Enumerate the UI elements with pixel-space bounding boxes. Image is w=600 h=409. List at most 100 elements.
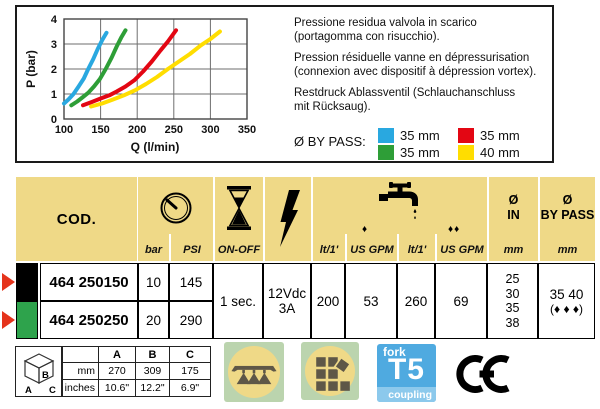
gauge-icon <box>138 177 213 239</box>
t5-coupling-badge: fork T5 coupling <box>377 344 436 402</box>
flow2-gpm-cell: 69 <box>435 263 487 339</box>
bar-cell: 20 <box>138 301 169 339</box>
svg-text:P (bar): P (bar) <box>24 50 38 88</box>
ce-mark <box>456 355 510 393</box>
header-timing: ON-OFF <box>215 177 263 261</box>
unit-lt1: lt/1' <box>319 244 339 256</box>
row-arrow <box>2 311 15 329</box>
dim-col-a: A <box>99 347 135 362</box>
flow2-lt-cell: 260 <box>397 263 435 339</box>
diameter-in-label: Ø IN <box>507 193 520 222</box>
pressure-units: bar PSI <box>138 234 213 261</box>
header-power <box>265 177 311 261</box>
timing-units: ON-OFF <box>215 239 263 261</box>
dim-value: 309 <box>136 363 169 379</box>
diameter-bypass-label: Ø BY PASS <box>540 193 595 222</box>
unit-psi: PSI <box>183 244 201 256</box>
legend-swatch-red <box>458 128 474 143</box>
unit-mm-in: mm <box>503 244 524 256</box>
tiles-icon <box>305 346 355 396</box>
double-diamond-marker: ♦♦ <box>448 224 461 235</box>
flow-units: lt/1' US GPM lt/1' US GPM <box>313 234 487 261</box>
legend-item: 35 mm <box>458 127 550 144</box>
flow1-gpm-cell: 53 <box>345 263 397 339</box>
t5-main-label: T5 <box>387 353 425 386</box>
dimension-table: A B C mm 270 309 175 inches 10.6" 12.2" … <box>62 346 211 397</box>
row-color-green <box>16 301 38 339</box>
svg-text:3: 3 <box>51 39 57 51</box>
dim-value: 6.9" <box>170 380 210 396</box>
row-arrow <box>2 273 15 291</box>
svg-text:A: A <box>25 385 32 395</box>
dim-col-b: B <box>136 347 169 362</box>
bypass-legend-items: 35 mm 35 mm 35 mm 40 mm <box>378 127 550 161</box>
svg-text:250: 250 <box>165 124 183 136</box>
svg-text:100: 100 <box>55 124 73 136</box>
header-diameter-in: Ø IN mm <box>489 177 538 261</box>
dim-value: 270 <box>99 363 135 379</box>
svg-text:4: 4 <box>51 14 58 26</box>
on-off-cell: 1 sec. <box>213 263 263 339</box>
unit-bar: bar <box>144 244 163 256</box>
diameter-bypass-cell: 35 40 (♦ ♦ ♦) <box>538 263 595 339</box>
legend-item: 40 mm <box>458 144 550 161</box>
dim-col-c: C <box>170 347 210 362</box>
tiles-badge <box>301 342 359 400</box>
unit-on-off: ON-OFF <box>217 244 261 256</box>
svg-text:0: 0 <box>51 114 57 126</box>
svg-text:2: 2 <box>51 64 57 76</box>
legend-swatch-green <box>378 145 394 160</box>
description-de: Restdruck Ablassventil (Schlauchanschlus… <box>294 87 516 114</box>
t5-fork-label: fork <box>383 345 406 359</box>
unit-mm-bypass: mm <box>557 244 578 256</box>
bar-cell: 10 <box>138 263 169 301</box>
code-cell: 464 250250 <box>40 301 138 339</box>
bypass-legend-label: Ø BY PASS: <box>294 134 366 149</box>
divider <box>397 234 399 261</box>
t5-band <box>377 387 436 402</box>
svg-text:200: 200 <box>128 124 146 136</box>
header-pressure: bar PSI <box>138 177 213 261</box>
legend-swatch-blue <box>378 128 394 143</box>
header-cod: COD. <box>16 177 137 261</box>
svg-text:300: 300 <box>201 124 219 136</box>
divider <box>435 234 437 261</box>
cod-label: COD. <box>56 210 97 228</box>
svg-text:C: C <box>49 385 56 395</box>
t5-coupling-label: coupling <box>388 389 432 401</box>
sprayer-badge <box>224 342 284 402</box>
legend-swatch-yellow <box>458 145 474 160</box>
bypass-legend: Ø BY PASS: 35 mm 35 mm 35 mm 40 mm <box>294 127 552 161</box>
svg-text:1: 1 <box>51 89 57 101</box>
dim-value: 175 <box>170 363 210 379</box>
unit-lt2: lt/1' <box>407 244 427 256</box>
row-color-black <box>16 263 38 301</box>
single-diamond-marker: ♦ <box>362 224 369 235</box>
unit-gpm1: US GPM <box>350 244 394 256</box>
header-diameter-bypass: Ø BY PASS mm <box>540 177 595 261</box>
divider <box>345 234 347 261</box>
diameter-bypass-units: mm <box>540 239 595 261</box>
svg-text:350: 350 <box>238 124 256 136</box>
svg-text:Q (l/min): Q (l/min) <box>131 140 180 154</box>
flow-pressure-chart: 100 150 200 250 300 350 0 1 2 3 4 Q (l/min) P (bar) <box>24 14 256 154</box>
dimension-cube-icon: A B C <box>15 346 62 397</box>
legend-item: 35 mm <box>378 127 458 144</box>
diameter-in-units: mm <box>489 239 538 261</box>
legend-item: 35 mm <box>378 144 458 161</box>
description-block: Pressione residua valvola in scarico (po… <box>294 16 552 121</box>
faucet-icon <box>313 177 487 227</box>
psi-cell: 290 <box>169 301 213 339</box>
description-it: Pressione residua valvola in scarico (po… <box>294 17 477 44</box>
header-flow: ♦ ♦♦ lt/1' US GPM lt/1' US GPM <box>313 177 487 261</box>
sprayer-icon <box>228 346 280 398</box>
svg-text:150: 150 <box>91 124 109 136</box>
dim-value: 12.2" <box>136 380 169 396</box>
dim-row-label-inches: inches <box>63 380 98 396</box>
svg-text:B: B <box>42 370 49 381</box>
hourglass-icon <box>215 177 263 239</box>
dim-row-label-mm: mm <box>63 363 98 379</box>
description-fr: Pression résiduelle vanne en dépressuris… <box>294 52 537 79</box>
performance-panel: 100 150 200 250 300 350 0 1 2 3 4 Q (l/min) P (bar) … <box>15 5 554 163</box>
